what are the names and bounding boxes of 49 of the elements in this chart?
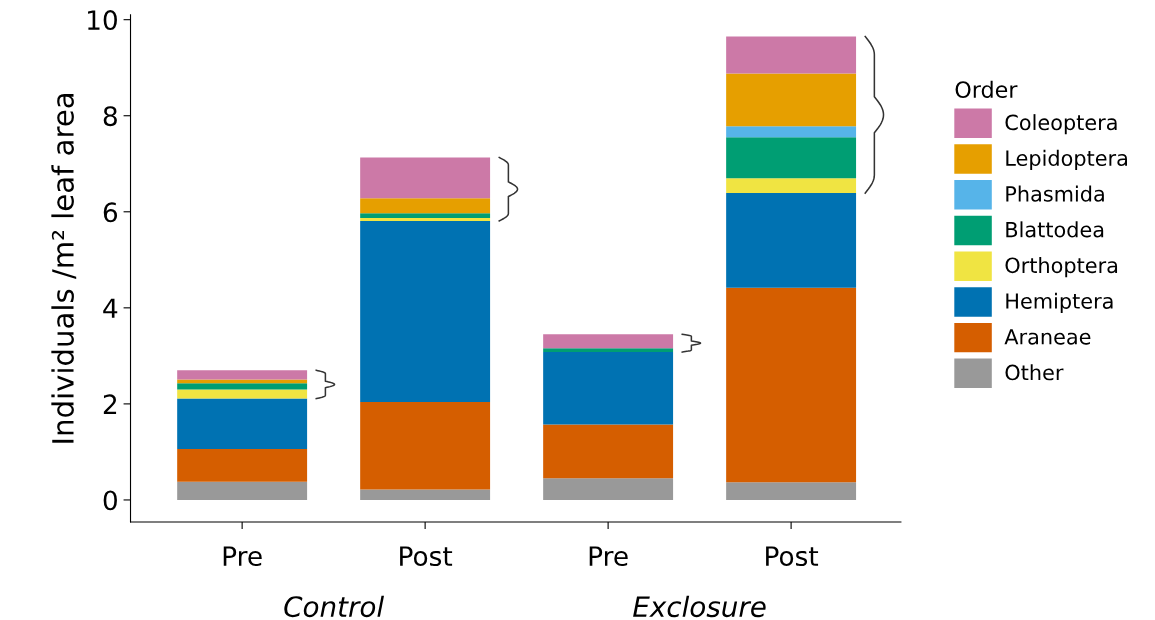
bar bbox=[543, 424, 674, 479]
bar bbox=[360, 198, 491, 214]
legend-title: Order bbox=[955, 80, 1018, 98]
bar bbox=[726, 482, 857, 500]
bar bbox=[360, 218, 491, 221]
bar bbox=[360, 489, 491, 500]
bar bbox=[543, 334, 674, 349]
bar bbox=[726, 137, 857, 179]
legend-label: Hemiptera bbox=[1006, 292, 1113, 313]
text: Control bbox=[284, 595, 385, 618]
bar bbox=[360, 157, 491, 199]
bar bbox=[360, 213, 491, 219]
legend-label: Blattodea bbox=[1006, 221, 1104, 238]
x-tick-label: Post bbox=[400, 546, 453, 567]
bar bbox=[543, 348, 674, 353]
bar bbox=[360, 220, 491, 402]
bar bbox=[726, 126, 857, 138]
bar bbox=[726, 287, 857, 483]
text: Exclosure bbox=[633, 595, 766, 618]
y-tick-label: 4 bbox=[103, 298, 118, 318]
y-tick-label: 0 bbox=[103, 490, 117, 511]
x-tick-label: Pre bbox=[223, 546, 262, 567]
bar bbox=[360, 401, 491, 490]
legend-label: Orthoptera bbox=[1005, 257, 1118, 278]
legend-label: Coleoptera bbox=[1005, 114, 1117, 135]
x-tick-label: Pre bbox=[589, 546, 628, 567]
bar bbox=[177, 398, 308, 450]
bar bbox=[726, 178, 857, 194]
legend-label: Lepidoptera bbox=[1006, 149, 1127, 171]
bar bbox=[177, 379, 308, 384]
bar bbox=[726, 73, 857, 127]
bar bbox=[177, 389, 308, 399]
bar bbox=[726, 193, 857, 288]
bar bbox=[177, 481, 308, 500]
bar bbox=[543, 352, 674, 425]
bar bbox=[543, 478, 674, 500]
y-tick-label: 6 bbox=[103, 202, 118, 223]
legend-label: Phasmida bbox=[1006, 185, 1104, 202]
y-tick-label: 2 bbox=[103, 394, 117, 414]
y-tick-label: 8 bbox=[103, 106, 117, 127]
bar bbox=[177, 449, 308, 482]
bar bbox=[177, 383, 308, 390]
legend-label: Araneae bbox=[1004, 329, 1091, 345]
y-axis-title: Individuals /m² leaf area bbox=[51, 94, 77, 443]
x-tick-label: Post bbox=[766, 546, 819, 567]
bar bbox=[726, 36, 857, 74]
bar bbox=[177, 370, 308, 380]
y-tick-label: 10 bbox=[88, 10, 117, 31]
legend-label: Other bbox=[1005, 364, 1064, 381]
